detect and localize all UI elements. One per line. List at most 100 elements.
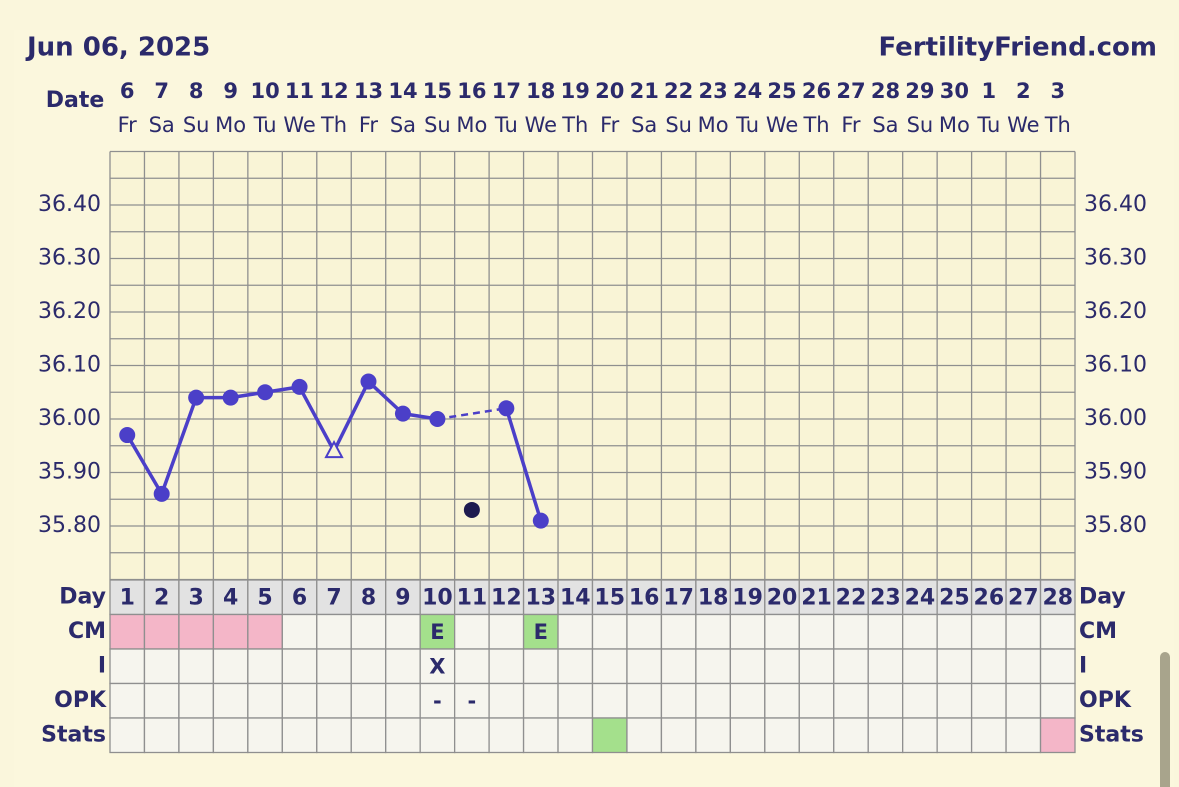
table-cell — [660, 682, 697, 719]
table-cell — [695, 613, 732, 650]
y-tick-label: 35.90 — [38, 460, 101, 485]
y-tick-label: 36.10 — [38, 353, 101, 378]
table-cell — [385, 648, 421, 685]
cell-text: 28 — [1042, 585, 1073, 610]
table-cell — [488, 579, 525, 616]
cell-text: 20 — [767, 585, 798, 610]
row-label: Day — [59, 584, 106, 609]
scrollbar[interactable] — [1160, 652, 1170, 787]
table-cell — [143, 613, 180, 650]
weekday: Sa — [631, 113, 657, 137]
weekday: We — [766, 113, 798, 137]
date-number: 17 — [492, 79, 521, 103]
table-cell — [695, 682, 732, 719]
temperature-point — [360, 373, 377, 390]
temperature-point — [429, 411, 446, 427]
table-cell — [867, 579, 904, 616]
y-tick-label: 36.20 — [38, 299, 101, 324]
table-cell — [281, 613, 318, 650]
table-cell — [626, 579, 663, 616]
weekday: Mo — [215, 113, 246, 137]
table-cell — [1039, 579, 1076, 616]
table-cell — [936, 717, 973, 754]
table-cell — [591, 613, 628, 650]
table-cell — [109, 613, 146, 650]
table-cell — [178, 613, 215, 650]
table-cell — [143, 682, 180, 719]
date-number: 11 — [285, 79, 314, 103]
date-number: 16 — [457, 79, 486, 103]
table-cell — [798, 613, 835, 650]
site-name: FertilityFriend.com — [878, 33, 1157, 63]
row-label-right: OPK — [1079, 688, 1132, 713]
weekday: We — [283, 113, 315, 137]
table-cell — [591, 682, 628, 719]
table-cell — [419, 682, 456, 719]
y-tick-label: 36.30 — [38, 246, 101, 271]
table-cell — [316, 648, 352, 685]
cell-text: 13 — [525, 585, 556, 610]
weekday: Mo — [939, 113, 970, 137]
table-cell — [557, 717, 594, 754]
table-cell — [729, 682, 766, 719]
date-number: 2 — [1016, 79, 1031, 103]
table-cell — [316, 613, 352, 650]
table-cell — [764, 717, 800, 754]
y-tick-label-right: 36.20 — [1084, 299, 1147, 324]
y-tick-label-right: 35.90 — [1084, 460, 1147, 485]
date-number: 8 — [189, 79, 204, 103]
temperature-point — [222, 389, 239, 406]
table-cell — [281, 579, 318, 616]
table-cell — [247, 648, 283, 685]
date-number: 23 — [699, 79, 728, 103]
cell-text: 2 — [154, 585, 169, 610]
temperature-line — [504, 407, 543, 522]
table-cell — [247, 613, 283, 650]
table-cell — [626, 613, 663, 650]
weekday: Su — [665, 113, 692, 137]
table-cell — [729, 613, 766, 650]
cell-text: E — [534, 620, 548, 644]
open-triangle-point — [324, 439, 344, 459]
table-cell — [936, 648, 973, 685]
discarded-point — [463, 501, 480, 518]
table-cell — [833, 717, 869, 754]
table-cell — [1005, 648, 1042, 685]
weekday: Sa — [149, 113, 175, 137]
table-cell — [591, 717, 628, 754]
table-cell — [833, 682, 869, 719]
row-label-right: CM — [1079, 619, 1117, 644]
table-cell — [764, 613, 800, 650]
table-cell — [1005, 717, 1042, 754]
temperature-point — [119, 427, 136, 444]
table-cell — [143, 648, 180, 685]
cell-text: 24 — [905, 585, 936, 610]
table-cell — [557, 648, 594, 685]
table-cell — [798, 717, 835, 754]
cell-text: 9 — [395, 585, 410, 610]
date-number: 20 — [595, 79, 624, 103]
temperature-point — [188, 389, 205, 406]
weekday: Su — [907, 113, 934, 137]
temperature-point — [394, 405, 411, 422]
table-cell — [729, 648, 766, 685]
row-label: Stats — [41, 722, 106, 747]
table-cell — [1039, 613, 1076, 650]
date-number: 10 — [250, 79, 279, 103]
date-number: 30 — [940, 79, 969, 103]
temperature-point — [153, 485, 170, 502]
table-cell — [660, 613, 697, 650]
table-cell — [453, 613, 490, 650]
date-number: 13 — [354, 79, 383, 103]
table-cell — [626, 717, 663, 754]
table-cell — [936, 579, 973, 616]
y-tick-label: 36.00 — [38, 406, 101, 431]
temperature-point — [291, 378, 308, 395]
table-cell — [626, 648, 663, 685]
table-cell — [212, 682, 249, 719]
weekday: Tu — [494, 113, 518, 137]
date-number: 3 — [1050, 79, 1065, 103]
date-number: 29 — [905, 79, 934, 103]
weekday: Sa — [390, 113, 416, 137]
table-cell — [350, 648, 387, 685]
